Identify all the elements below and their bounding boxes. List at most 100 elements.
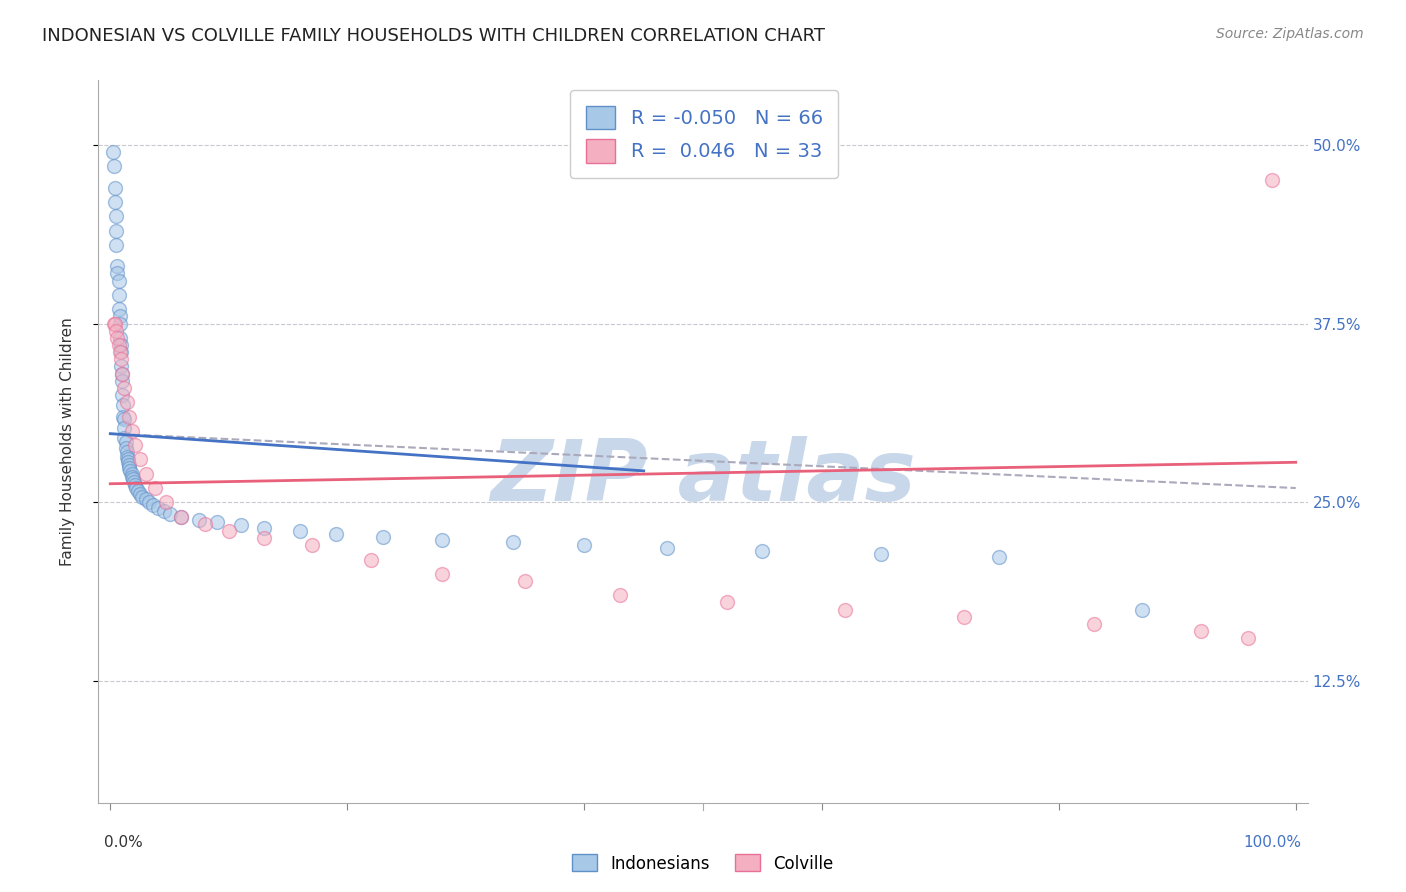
Text: ZIP atlas: ZIP atlas	[491, 436, 915, 519]
Point	[1261, 173, 1284, 187]
Point	[205, 516, 228, 530]
Point	[138, 495, 160, 509]
Point	[301, 538, 323, 552]
Point	[104, 194, 127, 209]
Point	[834, 602, 856, 616]
Text: 0.0%: 0.0%	[104, 835, 143, 850]
Point	[114, 431, 136, 445]
Point	[360, 552, 382, 566]
Point	[142, 498, 165, 512]
Point	[112, 409, 135, 424]
Legend: Indonesians, Colville: Indonesians, Colville	[565, 847, 841, 880]
Point	[988, 549, 1011, 564]
Point	[117, 452, 139, 467]
Point	[114, 412, 136, 426]
Text: Source: ZipAtlas.com: Source: ZipAtlas.com	[1216, 27, 1364, 41]
Point	[218, 524, 240, 538]
Point	[188, 512, 211, 526]
Point	[104, 180, 127, 194]
Point	[121, 469, 143, 483]
Text: 100.0%: 100.0%	[1244, 835, 1302, 850]
Point	[432, 533, 454, 547]
Point	[114, 381, 136, 395]
Point	[229, 518, 252, 533]
Point	[1189, 624, 1212, 639]
Point	[121, 467, 143, 481]
Point	[103, 317, 125, 331]
Point	[432, 566, 454, 581]
Point	[325, 526, 347, 541]
Point	[124, 478, 146, 492]
Legend: R = -0.050   N = 66, R =  0.046   N = 33: R = -0.050 N = 66, R = 0.046 N = 33	[571, 90, 838, 178]
Point	[110, 345, 132, 359]
Point	[170, 509, 193, 524]
Point	[105, 209, 128, 223]
Point	[112, 398, 135, 412]
Point	[101, 145, 124, 159]
Point	[110, 359, 132, 374]
Point	[105, 223, 128, 237]
Point	[125, 481, 148, 495]
Point	[159, 507, 181, 521]
Point	[105, 267, 128, 281]
Point	[105, 324, 128, 338]
Point	[657, 541, 679, 555]
Point	[108, 310, 131, 324]
Point	[107, 288, 129, 302]
Point	[502, 535, 524, 549]
Point	[152, 504, 174, 518]
Point	[146, 501, 169, 516]
Point	[515, 574, 537, 588]
Point	[107, 338, 129, 352]
Point	[111, 367, 134, 381]
Point	[135, 492, 157, 507]
Point	[107, 274, 129, 288]
Point	[371, 530, 394, 544]
Point	[108, 331, 131, 345]
Point	[110, 338, 132, 352]
Point	[105, 260, 128, 274]
Point	[869, 547, 891, 561]
Point	[1237, 632, 1260, 646]
Point	[107, 302, 129, 317]
Point	[574, 538, 596, 552]
Point	[129, 487, 152, 501]
Point	[194, 516, 217, 531]
Point	[1130, 602, 1153, 616]
Point	[121, 473, 143, 487]
Point	[288, 524, 311, 538]
Point	[118, 409, 141, 424]
Point	[751, 544, 773, 558]
Point	[111, 374, 134, 388]
Point	[170, 509, 193, 524]
Point	[105, 331, 128, 345]
Point	[108, 317, 131, 331]
Point	[108, 345, 131, 359]
Point	[105, 237, 128, 252]
Point	[111, 367, 134, 381]
Point	[115, 450, 138, 464]
Point	[952, 609, 974, 624]
Point	[1083, 617, 1105, 632]
Point	[127, 483, 149, 498]
Point	[111, 388, 134, 402]
Point	[124, 438, 146, 452]
Point	[121, 424, 143, 438]
Point	[115, 395, 138, 409]
Point	[716, 595, 738, 609]
Point	[253, 531, 276, 545]
Point	[115, 445, 138, 459]
Point	[135, 467, 157, 481]
Point	[253, 521, 276, 535]
Point	[118, 458, 141, 472]
Point	[131, 490, 153, 504]
Point	[114, 421, 136, 435]
Point	[122, 475, 145, 490]
Point	[114, 435, 136, 450]
Point	[103, 159, 125, 173]
Point	[155, 495, 177, 509]
Point	[129, 452, 152, 467]
Point	[118, 461, 141, 475]
Point	[117, 455, 139, 469]
Point	[114, 441, 136, 455]
